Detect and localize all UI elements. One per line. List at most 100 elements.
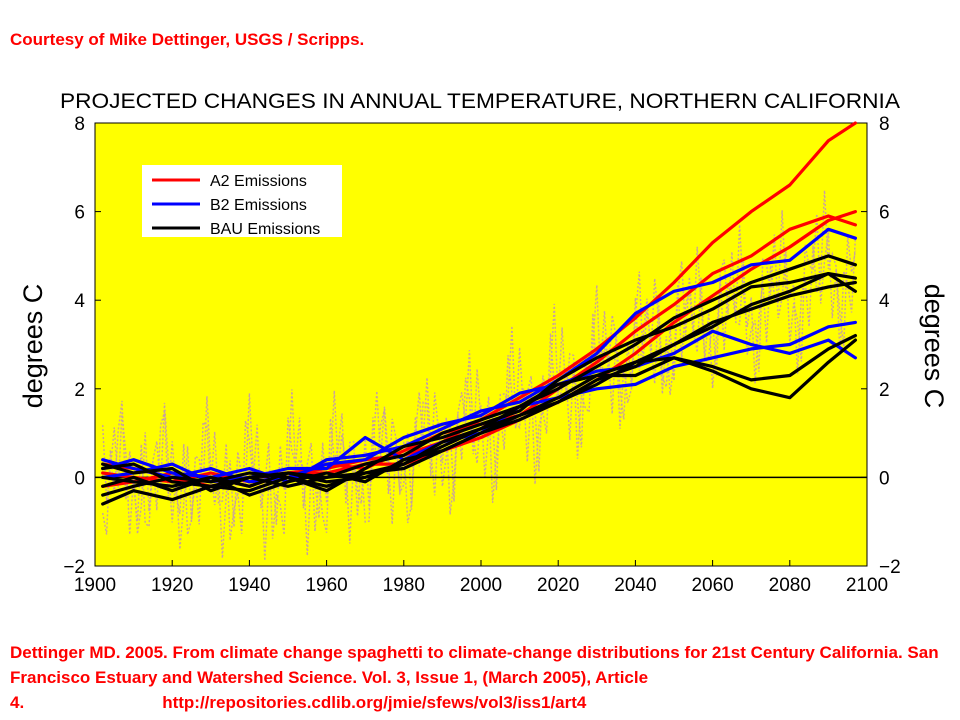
data-point	[672, 321, 676, 324]
data-point	[595, 378, 598, 382]
series-layer	[101, 121, 858, 506]
data-point	[557, 383, 560, 386]
data-point	[788, 183, 791, 187]
data-point	[854, 223, 857, 227]
data-point	[171, 476, 174, 479]
data-point	[595, 374, 598, 377]
data-point	[286, 480, 290, 483]
data-point	[171, 471, 174, 475]
data-point	[750, 347, 753, 351]
data-point	[854, 290, 857, 293]
data-point	[634, 338, 637, 342]
data-point	[634, 316, 637, 320]
data-point	[441, 440, 444, 444]
data-point	[325, 485, 328, 488]
data-point	[557, 374, 560, 377]
data-point	[634, 352, 637, 355]
data-point	[634, 383, 637, 386]
data-point	[557, 378, 560, 382]
data-point	[364, 458, 367, 461]
x-tick-label: 2040	[614, 575, 656, 596]
data-point	[325, 471, 328, 475]
data-point	[402, 454, 405, 457]
data-point	[711, 294, 714, 297]
y-tick-label-right: −2	[879, 557, 901, 578]
data-point	[854, 281, 857, 284]
data-point	[325, 489, 328, 492]
data-point	[827, 214, 830, 218]
courtesy-credit: Courtesy of Mike Dettinger, USGS / Scrip…	[10, 30, 365, 49]
data-point	[286, 471, 290, 475]
data-point	[441, 427, 444, 430]
axes-layer: 1900 1920 1940 1960 1980 2000 2020 2040 2060 2080…	[63, 114, 900, 596]
data-point	[171, 467, 174, 470]
data-point	[101, 493, 104, 497]
data-point	[854, 263, 857, 266]
data-point	[132, 467, 135, 470]
data-point	[788, 374, 791, 377]
data-point	[854, 321, 857, 324]
x-tick-label: 1900	[74, 575, 116, 596]
legend: A2 Emissions B2 Emissions BAU Emissions	[142, 165, 342, 238]
data-point	[479, 418, 483, 421]
data-point	[286, 467, 290, 470]
data-point	[827, 228, 830, 231]
data-point	[827, 361, 830, 364]
data-point	[479, 414, 483, 417]
data-point	[672, 325, 676, 328]
y-tick-label-right: 2	[879, 380, 890, 401]
data-point	[557, 396, 560, 399]
x-tick-label: 1940	[228, 575, 270, 596]
data-point	[132, 480, 135, 483]
data-point	[595, 387, 598, 390]
data-point	[171, 462, 174, 466]
data-point	[788, 343, 791, 346]
annual-dots-layer	[102, 190, 857, 561]
legend-box	[142, 165, 342, 237]
data-point	[711, 356, 714, 359]
data-point	[132, 462, 135, 466]
y-tick-label-left: 4	[74, 291, 85, 312]
data-point	[248, 493, 251, 497]
data-point	[132, 489, 135, 492]
y-tick-label-left: 2	[74, 380, 85, 401]
legend-label-b2: B2 Emissions	[210, 197, 307, 214]
data-point	[750, 303, 753, 306]
data-point	[827, 325, 830, 328]
data-point	[171, 480, 174, 483]
y-tick-label-left: 0	[74, 468, 85, 489]
data-point	[854, 237, 857, 240]
data-point	[248, 480, 251, 483]
data-point	[402, 449, 405, 452]
data-point	[479, 436, 483, 439]
y-tick-label-right: 4	[879, 291, 890, 312]
data-point	[595, 365, 598, 368]
data-point	[441, 436, 444, 439]
x-tick-label: 2020	[537, 575, 579, 596]
data-point	[672, 343, 676, 346]
data-point	[101, 458, 104, 461]
data-point	[827, 139, 830, 142]
data-point	[711, 321, 714, 324]
data-point	[827, 219, 830, 222]
data-point	[672, 303, 676, 306]
citation-url[interactable]: http://repositories.cdlib.org/jmie/sfews…	[162, 693, 587, 712]
data-point	[595, 356, 598, 359]
data-point	[518, 396, 521, 399]
data-point	[248, 471, 251, 475]
data-point	[101, 471, 104, 475]
data-point	[827, 254, 830, 258]
data-point	[171, 489, 174, 492]
data-point	[325, 462, 328, 466]
data-point	[672, 352, 676, 355]
data-point	[788, 396, 791, 399]
data-point	[750, 263, 753, 266]
data-point	[286, 476, 290, 479]
data-point	[364, 480, 367, 483]
data-point	[672, 290, 676, 293]
data-point	[209, 476, 212, 479]
data-point	[518, 409, 521, 413]
data-point	[364, 467, 367, 470]
y-tick-label-right: 6	[879, 203, 890, 224]
